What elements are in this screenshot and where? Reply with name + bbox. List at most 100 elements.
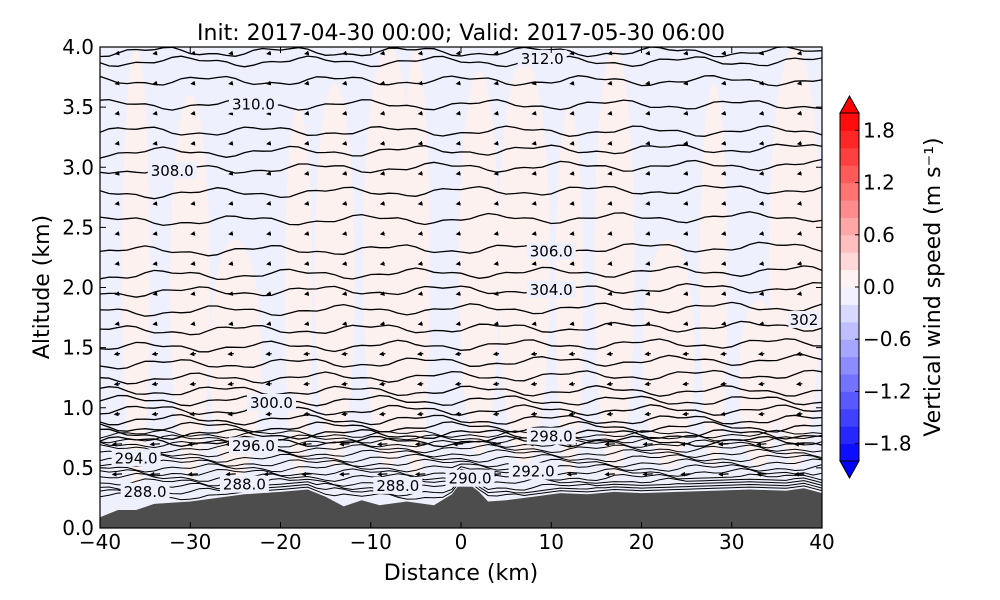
wind-arrow [683, 80, 689, 86]
wind-arrow [379, 231, 385, 236]
contour-label-bg [526, 427, 576, 445]
y-tick-label: 0.5 [62, 456, 94, 480]
contour-label: 288.0 [223, 476, 266, 494]
theta-contour [100, 184, 822, 200]
wind-arrow [606, 351, 613, 357]
wind-arrow [303, 80, 310, 86]
contour-label-bg [246, 393, 296, 411]
contour-label-bg [445, 469, 495, 487]
wind-arrow [417, 170, 423, 176]
colorbar-segment [840, 217, 859, 236]
wind-arrow [607, 231, 613, 236]
terrain [100, 482, 822, 528]
contour-label-bg [147, 161, 197, 179]
colorbar-label: Vertical wind speed (m s⁻¹) [921, 137, 946, 436]
theta-contour [100, 320, 822, 336]
wind-arrow [417, 261, 423, 266]
wind-arrow [607, 140, 613, 146]
contour-labels: 288.0 288.0 288.0 290.0 292.0 294.0 296.0 298.0… [111, 50, 820, 501]
theta-contour [100, 443, 822, 454]
wind-arrow [796, 261, 802, 266]
w-patch [401, 47, 430, 492]
wind-arrow [152, 291, 158, 296]
w-patch [284, 107, 313, 480]
wind-arrow [417, 231, 423, 236]
wind-arrow [683, 261, 689, 266]
theta-contour [100, 466, 822, 478]
wind-arrow [379, 50, 385, 56]
wind-arrow [303, 201, 310, 206]
colorbar-segment [840, 356, 859, 375]
wind-arrow [531, 201, 537, 206]
wind-arrow [114, 201, 120, 206]
wind-arrow [152, 201, 158, 206]
contour-label: 290.0 [449, 470, 492, 488]
wind-arrow [379, 140, 385, 146]
wind-arrow [720, 140, 727, 146]
wind-arrow [455, 50, 461, 56]
wind-arrow [720, 321, 727, 326]
x-tick-label: 0 [455, 530, 468, 554]
x-tick-label: 20 [629, 530, 654, 554]
theta-contour [100, 98, 822, 111]
colorbar-extend-top [839, 94, 860, 114]
theta-contour [100, 420, 822, 433]
wind-arrow [793, 441, 805, 447]
wind-arrow [645, 140, 651, 146]
wind-arrow [455, 321, 461, 326]
wind-arrow [417, 321, 423, 326]
wind-arrow [111, 441, 123, 447]
wind-arrow [376, 471, 388, 477]
colorbar-tick-label: −1.8 [863, 432, 912, 456]
wind-arrow [379, 80, 385, 86]
wind-arrow [341, 321, 348, 326]
colorbar-segment [840, 321, 859, 340]
wind-arrow [796, 140, 802, 146]
wind-arrow [645, 291, 651, 296]
wind-arrow [758, 170, 765, 176]
wind-arrow [266, 201, 272, 206]
colorbar-tick-label: 0.6 [863, 223, 895, 247]
y-axis-label: Altitude (km) [30, 215, 55, 359]
wind-arrow [266, 261, 272, 266]
wind-arrow [569, 201, 575, 206]
wind-arrow [228, 231, 234, 236]
colorbar-segment [840, 147, 859, 166]
theta-contour [100, 369, 822, 385]
wind-arrow [151, 411, 159, 417]
wind-arrow [301, 441, 312, 447]
y-tick-label: 0.0 [62, 516, 94, 540]
wind-arrow [227, 351, 234, 357]
wind-arrow [149, 471, 160, 477]
wind-arrow [644, 411, 651, 417]
wind-arrow [113, 381, 121, 387]
contour-label: 312.0 [521, 50, 564, 68]
wind-arrow [569, 140, 575, 146]
wind-arrow [531, 170, 537, 176]
colorbar-segment [840, 374, 859, 392]
wind-arrow [645, 50, 651, 56]
wind-arrow [607, 321, 613, 326]
wind-arrow [607, 291, 613, 296]
theta-contour [100, 211, 822, 227]
wind-arrow [682, 381, 689, 387]
wind-arrow [190, 291, 196, 296]
contour-label: 308.0 [151, 162, 194, 180]
wind-arrow [190, 110, 196, 116]
wind-arrow [493, 110, 499, 116]
wind-arrow [303, 351, 310, 357]
wind-arrow [569, 50, 575, 56]
wind-arrow [683, 201, 689, 206]
wind-arrow [114, 50, 120, 56]
wind-arrow [341, 381, 348, 387]
wind-arrow [417, 110, 423, 116]
wind-arrow [341, 140, 348, 146]
wind-arrow [190, 321, 196, 326]
wind-arrow [718, 441, 729, 447]
wind-arrow [228, 140, 234, 146]
wind-arrow [607, 50, 613, 56]
wind-arrow [490, 441, 502, 447]
wind-arrow [758, 291, 765, 296]
wind-arrow [152, 321, 158, 326]
